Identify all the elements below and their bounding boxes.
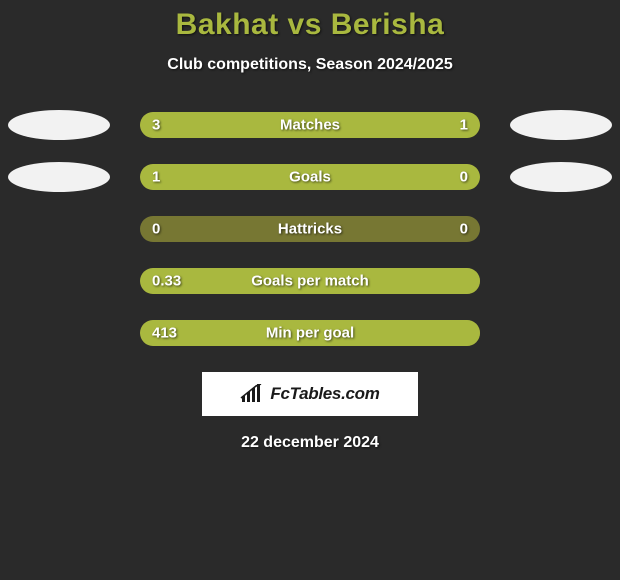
stat-value-left: 3 [152, 117, 160, 134]
stat-value-right: 1 [460, 117, 468, 134]
bar-track: 1 0 Goals [140, 164, 480, 190]
stat-row: 413 Min per goal [0, 320, 620, 346]
bar-right [402, 164, 480, 190]
player-avatar-right [510, 110, 612, 140]
bar-track: 0 0 Hattricks [140, 216, 480, 242]
page-subtitle: Club competitions, Season 2024/2025 [167, 56, 452, 74]
stat-value-left: 0.33 [152, 273, 181, 290]
stat-row: 0 0 Hattricks [0, 216, 620, 242]
chart-icon [240, 384, 264, 404]
stat-value-left: 0 [152, 221, 160, 238]
stat-label: Goals per match [251, 273, 369, 290]
stat-label: Hattricks [278, 221, 342, 238]
player-avatar-left [8, 110, 110, 140]
player-avatar-left [8, 162, 110, 192]
stat-label: Matches [280, 117, 340, 134]
comparison-card: Bakhat vs Berisha Club competitions, Sea… [0, 0, 620, 452]
page-title: Bakhat vs Berisha [176, 8, 445, 42]
stat-rows: 3 1 Matches 1 0 Goals 0 0 Hattricks 0.33 Goals per… [0, 112, 620, 346]
stat-value-left: 413 [152, 325, 177, 342]
bar-track: 0.33 Goals per match [140, 268, 480, 294]
source-logo[interactable]: FcTables.com [202, 372, 418, 416]
stat-value-right: 0 [460, 169, 468, 186]
bar-left [140, 112, 395, 138]
stat-value-right: 0 [460, 221, 468, 238]
bar-left [140, 164, 402, 190]
stat-label: Goals [289, 169, 331, 186]
bar-track: 3 1 Matches [140, 112, 480, 138]
stat-row: 3 1 Matches [0, 112, 620, 138]
source-logo-text: FcTables.com [270, 384, 379, 404]
stat-label: Min per goal [266, 325, 354, 342]
stat-row: 1 0 Goals [0, 164, 620, 190]
stat-value-left: 1 [152, 169, 160, 186]
stat-row: 0.33 Goals per match [0, 268, 620, 294]
player-avatar-right [510, 162, 612, 192]
bar-track: 413 Min per goal [140, 320, 480, 346]
snapshot-date: 22 december 2024 [241, 434, 379, 452]
